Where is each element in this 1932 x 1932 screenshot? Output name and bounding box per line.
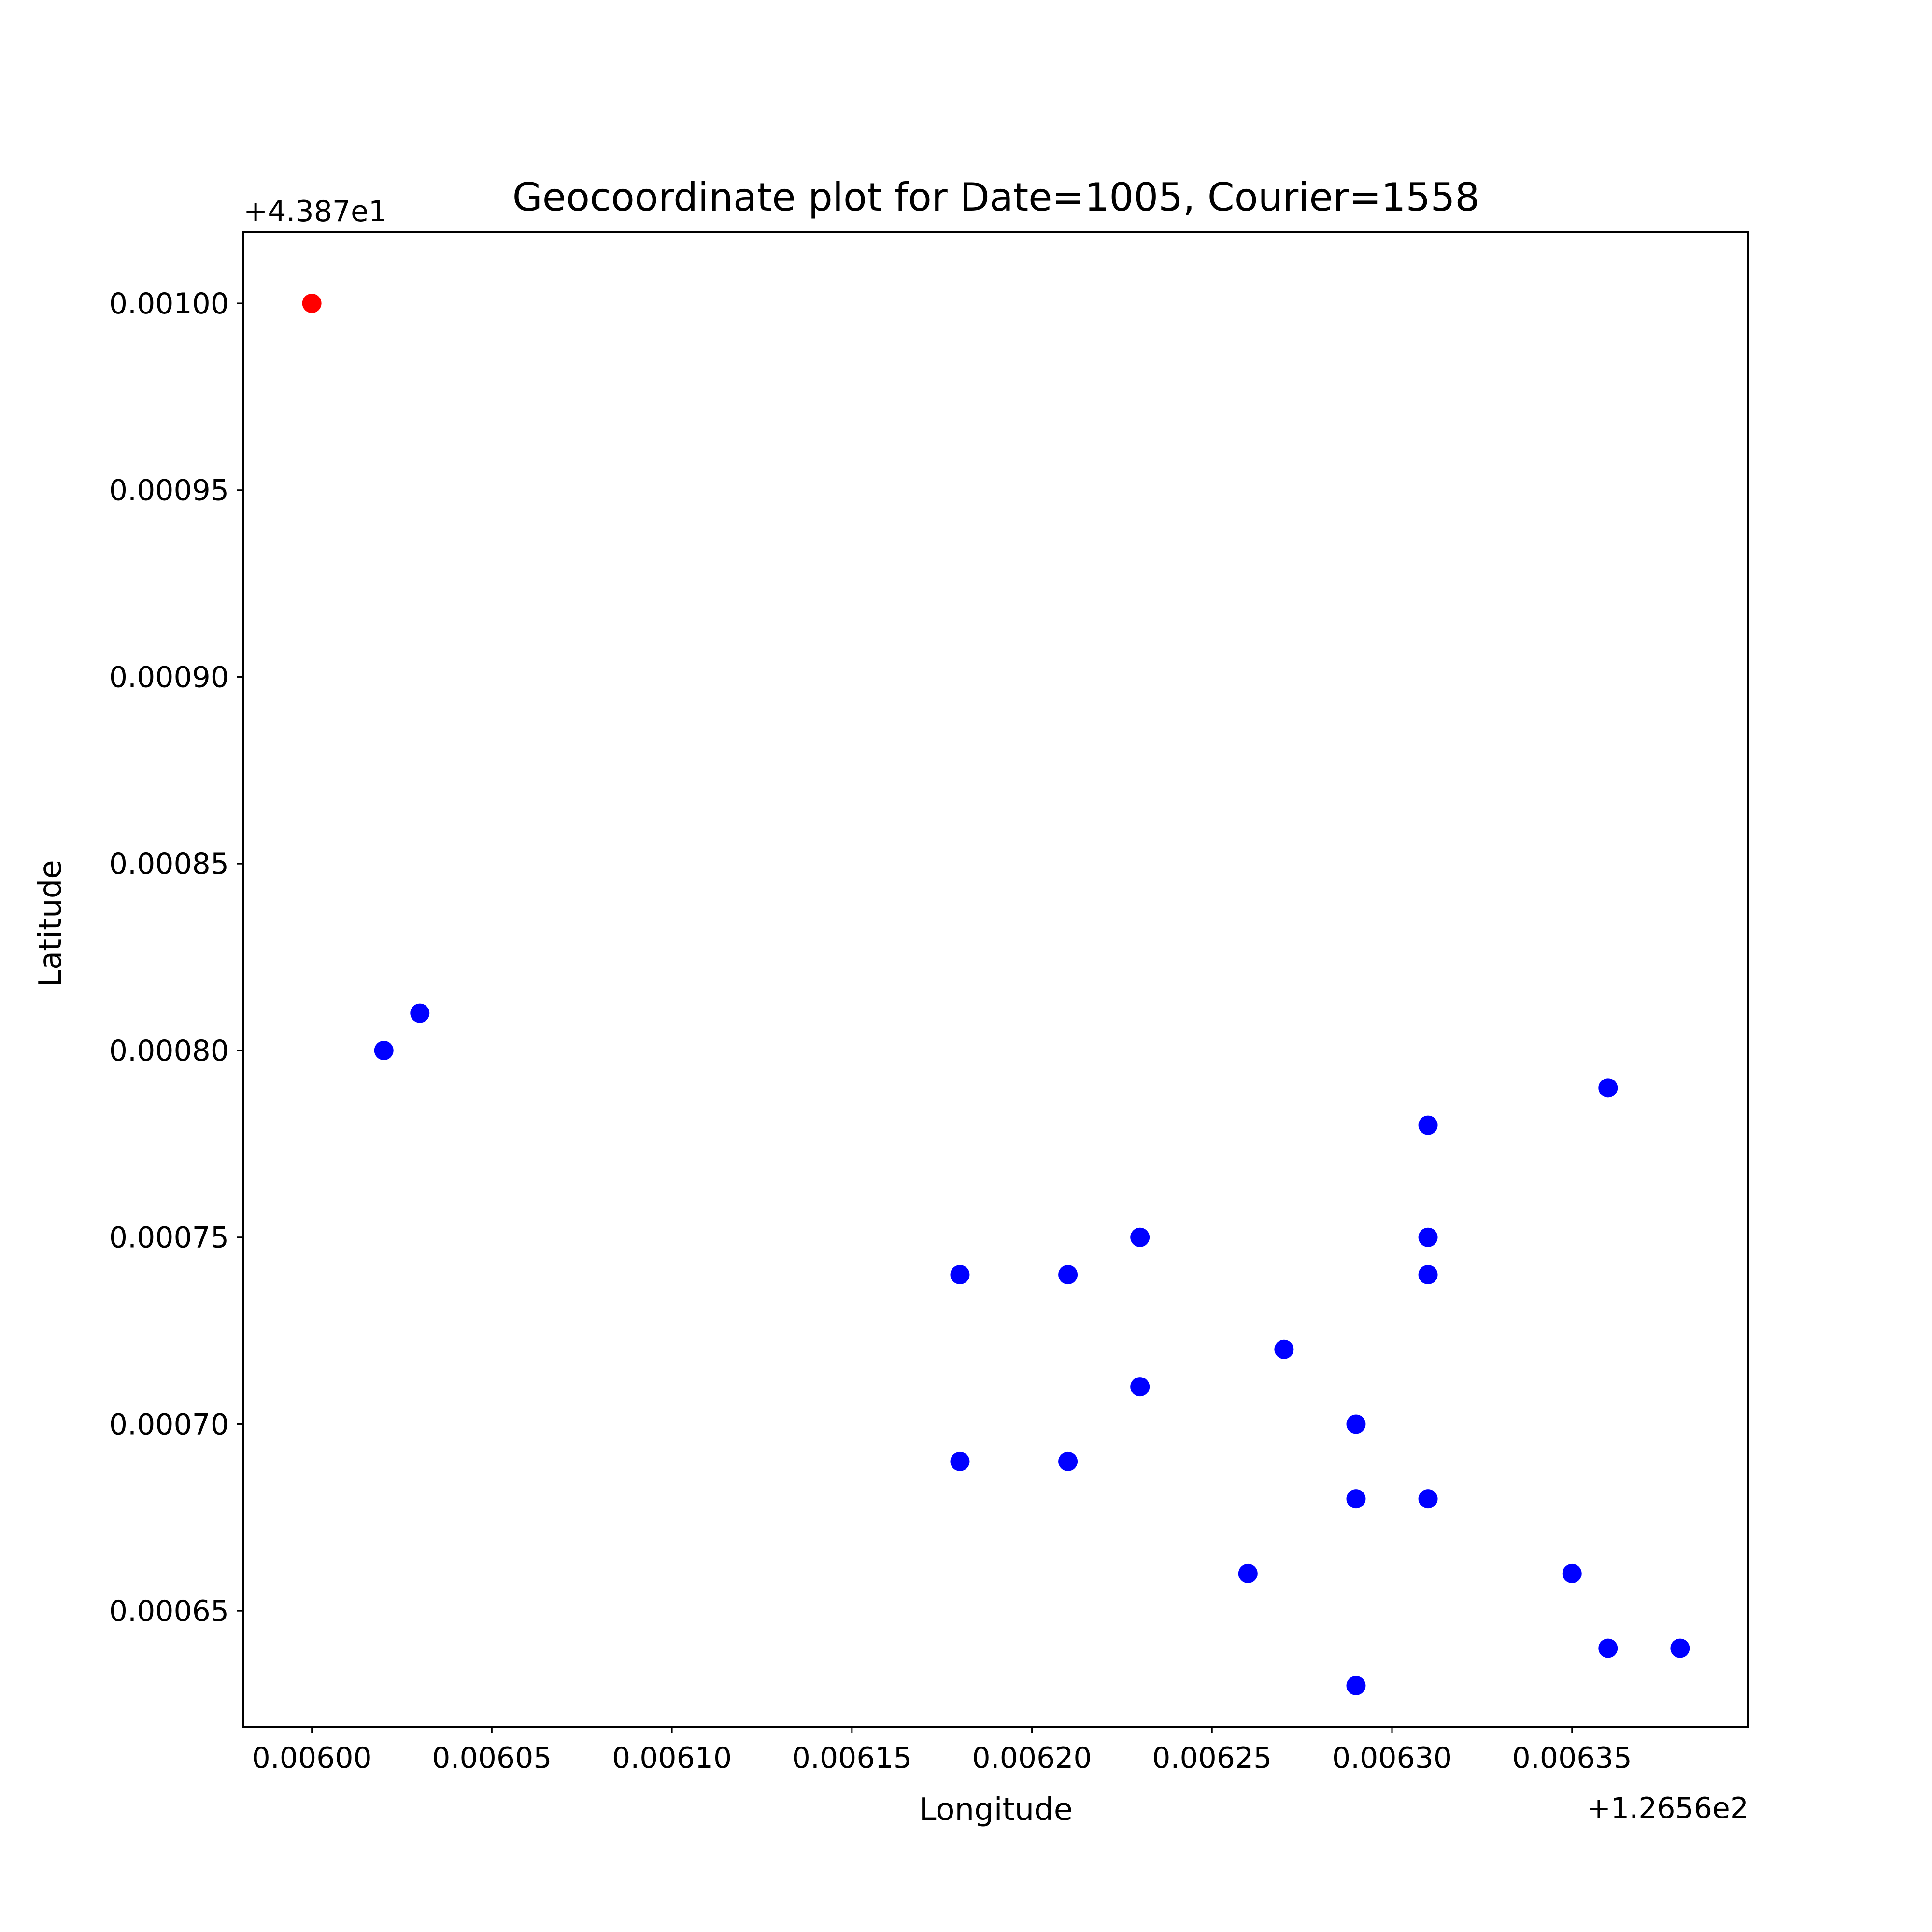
data-point	[374, 1040, 394, 1060]
y-tick-label: 0.00080	[109, 1034, 229, 1068]
y-tick-label: 0.00065	[109, 1594, 229, 1628]
data-points	[302, 293, 1690, 1695]
y-tick-label: 0.00085	[109, 847, 229, 881]
y-tick-label: 0.00075	[109, 1221, 229, 1255]
data-point	[1418, 1115, 1438, 1135]
x-axis-label: Longitude	[919, 1792, 1073, 1828]
x-tick-label: 0.00605	[432, 1741, 552, 1775]
data-point	[1562, 1563, 1582, 1583]
x-tick-label: 0.00615	[792, 1741, 912, 1775]
data-point	[1418, 1227, 1438, 1247]
y-tick-label: 0.00095	[109, 474, 229, 508]
data-point	[950, 1265, 970, 1285]
x-tick-label: 0.00630	[1332, 1741, 1452, 1775]
plot-area-frame	[242, 231, 1749, 1728]
x-offset-label: +1.2656e2	[1587, 1791, 1748, 1825]
y-tick-label: 0.00100	[109, 287, 229, 321]
x-tick-label: 0.00610	[612, 1741, 732, 1775]
x-axis-ticks: 0.00600 0.00605 0.00610 0.00615 0.00620 0.006…	[252, 1727, 1632, 1775]
data-point	[302, 293, 322, 313]
chart-title: Geocoordinate plot for Date=1005, Courie…	[512, 175, 1480, 220]
x-tick-label: 0.00635	[1512, 1741, 1632, 1775]
data-point	[1598, 1078, 1618, 1098]
x-tick-label: 0.00625	[1152, 1741, 1272, 1775]
data-point	[1130, 1227, 1150, 1247]
x-tick-label: 0.00620	[972, 1741, 1092, 1775]
data-point	[410, 1003, 430, 1023]
data-point	[1346, 1676, 1366, 1695]
data-point	[1130, 1377, 1150, 1397]
data-point	[1598, 1638, 1618, 1658]
y-axis-ticks: 0.00065 0.00070 0.00075 0.00080 0.00085 0.000…	[109, 287, 243, 1628]
data-point	[1346, 1414, 1366, 1434]
data-point	[1346, 1489, 1366, 1509]
x-tick-label: 0.00600	[252, 1741, 372, 1775]
y-axis-label: Latitude	[33, 860, 69, 987]
data-point	[1058, 1451, 1078, 1471]
data-point	[1670, 1638, 1690, 1658]
y-tick-label: 0.00070	[109, 1407, 229, 1441]
y-offset-label: +4.387e1	[243, 195, 387, 228]
data-point	[1418, 1489, 1438, 1509]
data-point	[1238, 1563, 1258, 1583]
data-point	[1418, 1265, 1438, 1285]
data-point	[1058, 1265, 1078, 1285]
y-tick-label: 0.00090	[109, 660, 229, 694]
data-point	[1274, 1339, 1294, 1359]
data-point	[950, 1451, 970, 1471]
